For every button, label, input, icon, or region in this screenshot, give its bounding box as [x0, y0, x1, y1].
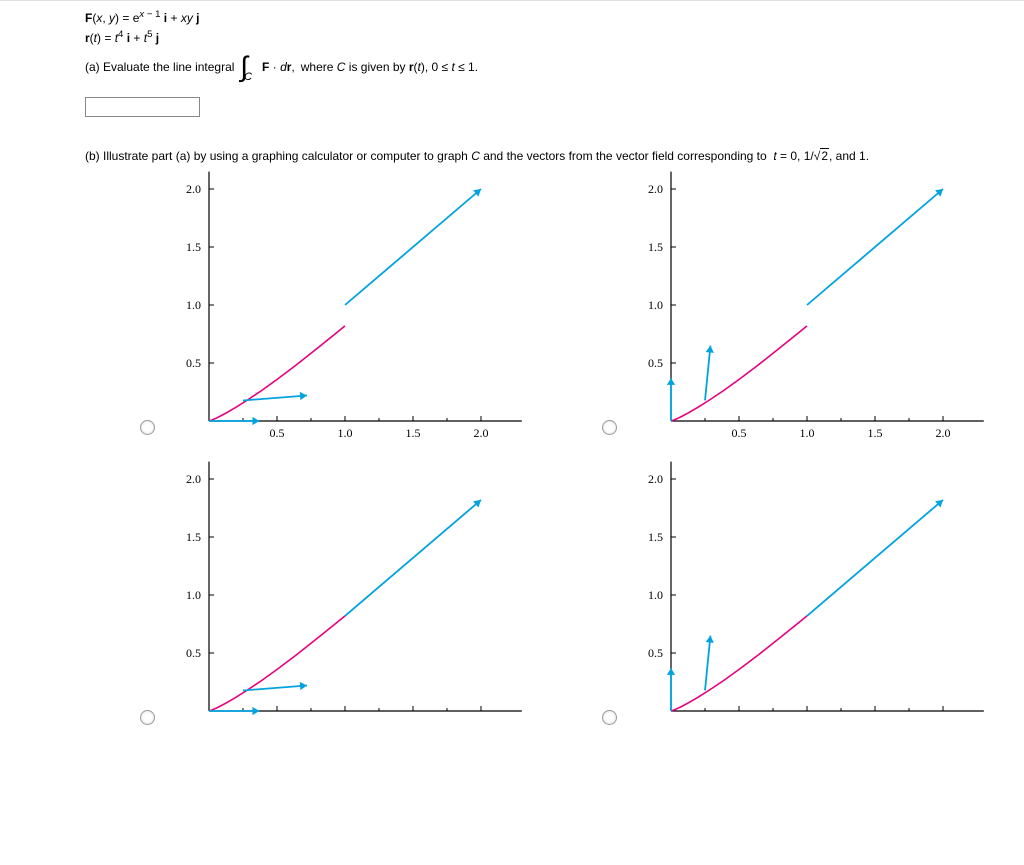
- plot-radio-A[interactable]: [140, 420, 155, 435]
- plots-grid: 0.51.01.52.00.51.01.52.0xy0.51.01.52.00.…: [140, 171, 1024, 731]
- part-a-suffix: where C is given by r(t), 0 ≤ t ≤ 1.: [301, 60, 478, 74]
- ytick-label: 1.5: [186, 240, 201, 254]
- vector-1-arrowhead: [300, 392, 307, 400]
- vector-1-arrowhead: [706, 636, 714, 643]
- vector-0-arrowhead: [252, 417, 259, 425]
- plot-radio-D[interactable]: [602, 710, 617, 725]
- vector-1-arrowhead: [300, 682, 307, 690]
- plot-cell-D: 0.51.01.52.0y: [602, 461, 1024, 731]
- part-b-text: (b) Illustrate part (a) by using a graph…: [85, 149, 1024, 163]
- xtick-label: 0.5: [732, 426, 747, 440]
- vector-0-arrowhead: [667, 668, 675, 675]
- plot-cell-C: 0.51.01.52.0y: [140, 461, 562, 731]
- curve-C: [671, 326, 807, 421]
- vector-1-arrowhead: [706, 346, 714, 353]
- vector-1: [705, 636, 710, 691]
- plot-cell-B: 0.51.01.52.00.51.01.52.0xy: [602, 171, 1024, 441]
- ytick-label: 1.0: [186, 588, 201, 602]
- xtick-label: 1.0: [338, 426, 353, 440]
- xtick-label: 0.5: [270, 426, 285, 440]
- xtick-label: 1.0: [800, 426, 815, 440]
- vector-2: [345, 500, 481, 616]
- vector-2: [807, 189, 943, 305]
- plot-A: 0.51.01.52.00.51.01.52.0xy: [163, 171, 523, 441]
- ytick-label: 0.5: [186, 646, 201, 660]
- vector-2: [807, 500, 943, 616]
- formula-F: F(x, y) = ex − 1 i + xy j: [85, 9, 1024, 25]
- ytick-label: 1.5: [186, 530, 201, 544]
- ytick-label: 2.0: [186, 472, 201, 486]
- plot-cell-A: 0.51.01.52.00.51.01.52.0xy: [140, 171, 562, 441]
- ytick-label: 0.5: [648, 646, 663, 660]
- xtick-label: 1.5: [406, 426, 421, 440]
- vector-0-arrowhead: [667, 378, 675, 385]
- ytick-label: 1.0: [648, 298, 663, 312]
- ytick-label: 2.0: [186, 182, 201, 196]
- curve-C: [209, 326, 345, 421]
- ytick-label: 1.0: [648, 588, 663, 602]
- xtick-label: 2.0: [474, 426, 489, 440]
- curve-C: [671, 616, 807, 711]
- plot-D: 0.51.01.52.0y: [625, 461, 985, 731]
- part-a-line: (a) Evaluate the line integral ∫ C F · d…: [85, 51, 1024, 83]
- xtick-label: 2.0: [936, 426, 951, 440]
- ytick-label: 1.0: [186, 298, 201, 312]
- ytick-label: 1.5: [648, 530, 663, 544]
- plot-radio-B[interactable]: [602, 420, 617, 435]
- curve-C: [209, 616, 345, 711]
- ytick-label: 2.0: [648, 182, 663, 196]
- vector-2: [345, 189, 481, 305]
- formula-r: r(t) = t4 i + t5 j: [85, 29, 1024, 45]
- vector-1: [705, 346, 710, 401]
- plot-C: 0.51.01.52.0y: [163, 461, 523, 731]
- ytick-label: 2.0: [648, 472, 663, 486]
- vector-0-arrowhead: [252, 707, 259, 715]
- plot-B: 0.51.01.52.00.51.01.52.0xy: [625, 171, 985, 441]
- part-a-integrand: F · dr,: [262, 60, 295, 74]
- plot-radio-C[interactable]: [140, 710, 155, 725]
- ytick-label: 0.5: [648, 356, 663, 370]
- ytick-label: 1.5: [648, 240, 663, 254]
- page-root: F(x, y) = ex − 1 i + xy j r(t) = t4 i + …: [0, 0, 1024, 865]
- part-a-prefix: (a) Evaluate the line integral: [85, 60, 234, 74]
- ytick-label: 0.5: [186, 356, 201, 370]
- xtick-label: 1.5: [868, 426, 883, 440]
- integral-sub: C: [244, 71, 252, 83]
- answer-input[interactable]: [85, 97, 200, 117]
